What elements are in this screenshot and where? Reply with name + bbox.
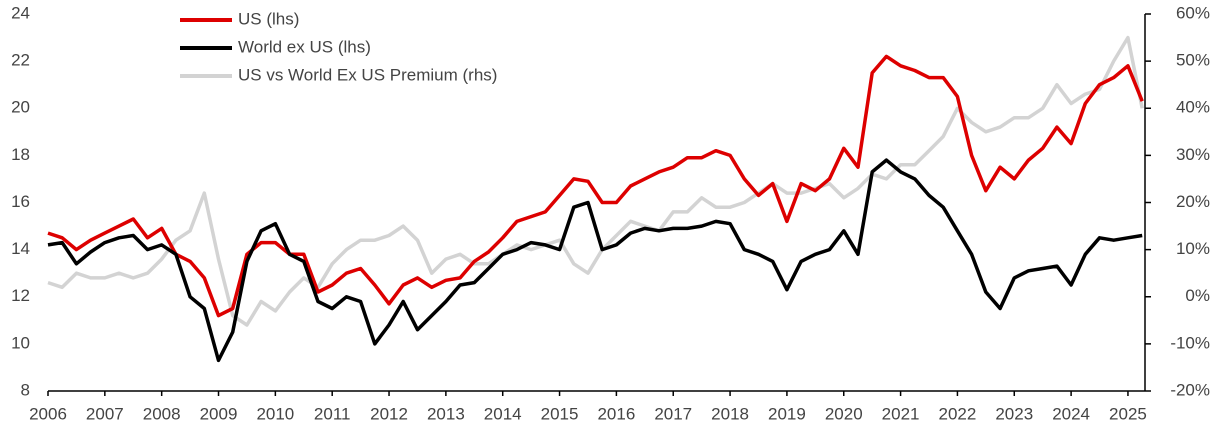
series-line — [47, 54, 1144, 318]
x-tick-label: 2022 — [939, 404, 977, 423]
x-tick-label: 2019 — [768, 404, 806, 423]
y2-tick-label: 10% — [1176, 239, 1210, 258]
x-tick-label: 2008 — [143, 404, 181, 423]
y-tick-label: 18 — [11, 145, 30, 164]
y2-tick-label: 20% — [1176, 192, 1210, 211]
x-tick-label: 2010 — [256, 404, 294, 423]
y-tick-label: 22 — [11, 51, 30, 70]
x-tick-label: 2013 — [427, 404, 465, 423]
y-tick-label: 20 — [11, 98, 30, 117]
legend-label: US vs World Ex US Premium (rhs) — [238, 65, 497, 84]
y2-tick-label: 60% — [1176, 3, 1210, 22]
x-tick-label: 2023 — [995, 404, 1033, 423]
y-tick-label: 16 — [11, 192, 30, 211]
x-tick-label: 2009 — [200, 404, 238, 423]
x-tick-label: 2024 — [1052, 404, 1090, 423]
y-tick-label: 8 — [21, 380, 30, 399]
x-tick-label: 2025 — [1109, 404, 1147, 423]
x-tick-label: 2012 — [370, 404, 408, 423]
legend-label: World ex US (lhs) — [238, 37, 371, 56]
x-tick-label: 2015 — [541, 404, 579, 423]
y2-tick-label: -10% — [1170, 333, 1210, 352]
y2-tick-label: 30% — [1176, 145, 1210, 164]
x-tick-label: 2016 — [597, 404, 635, 423]
y2-tick-label: 40% — [1176, 98, 1210, 117]
x-tick-label: 2011 — [314, 404, 351, 423]
x-tick-label: 2020 — [825, 404, 863, 423]
y2-tick-label: -20% — [1170, 380, 1210, 399]
x-tick-label: 2007 — [86, 404, 124, 423]
x-tick-label: 2018 — [711, 404, 749, 423]
y-tick-label: 14 — [11, 239, 30, 258]
y-tick-label: 12 — [11, 286, 30, 305]
x-tick-label: 2021 — [882, 404, 920, 423]
series-line — [47, 35, 1144, 327]
x-tick-label: 2014 — [484, 404, 522, 423]
y2-tick-label: 50% — [1176, 51, 1210, 70]
series-line — [47, 158, 1143, 363]
x-tick-label: 2017 — [654, 404, 692, 423]
y-tick-label: 10 — [11, 333, 30, 352]
y-tick-label: 24 — [11, 3, 30, 22]
legend-label: US (lhs) — [238, 9, 299, 28]
y2-tick-label: 0% — [1185, 286, 1210, 305]
x-tick-label: 2006 — [29, 404, 67, 423]
